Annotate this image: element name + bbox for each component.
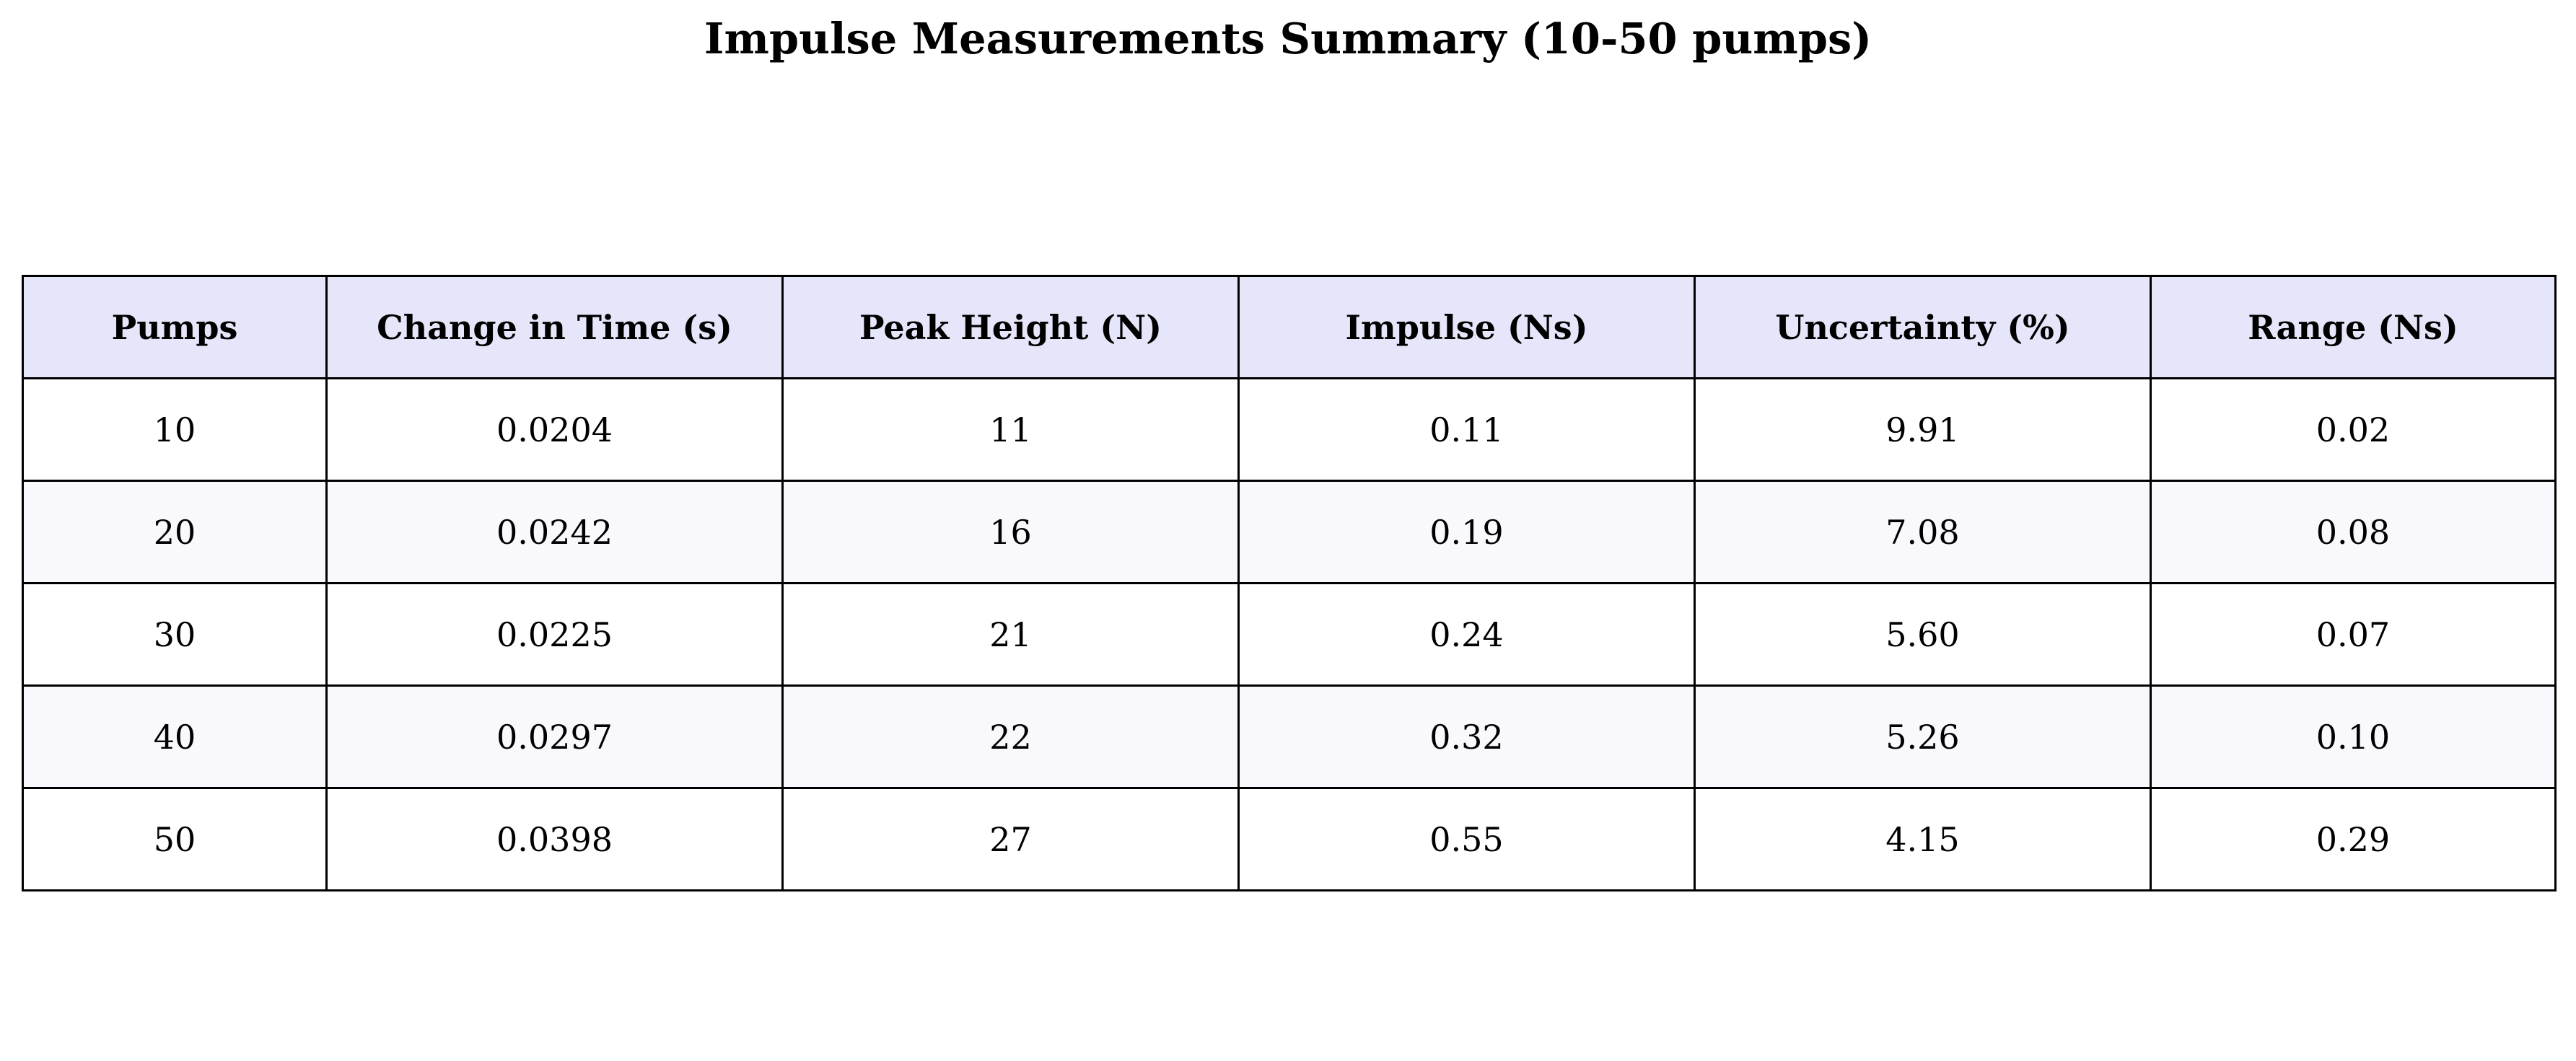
table-title: Impulse Measurements Summary (10-50 pump… (704, 14, 1872, 63)
cell-uncertainty: 5.26 (1694, 684, 2152, 789)
cell-pumps: 40 (22, 684, 328, 789)
cell-impulse: 0.19 (1237, 480, 1696, 584)
table-row: 40 0.0297 22 0.32 5.26 0.10 (22, 684, 2557, 789)
cell-impulse: 0.32 (1237, 684, 1696, 789)
header-row: Pumps Change in Time (s) Peak Height (N)… (22, 275, 2557, 379)
cell-pumps: 10 (22, 377, 328, 482)
column-header-peak-height: Peak Height (N) (781, 275, 1240, 379)
cell-uncertainty: 4.15 (1694, 787, 2152, 891)
cell-range: 0.02 (2150, 377, 2557, 482)
cell-range: 0.29 (2150, 787, 2557, 891)
cell-change-in-time: 0.0242 (325, 480, 784, 584)
cell-uncertainty: 5.60 (1694, 582, 2152, 687)
column-header-range: Range (Ns) (2150, 275, 2557, 379)
column-header-uncertainty: Uncertainty (%) (1694, 275, 2152, 379)
cell-peak-height: 11 (781, 377, 1240, 482)
column-header-change-in-time: Change in Time (s) (325, 275, 784, 379)
cell-pumps: 50 (22, 787, 328, 891)
table-row: 10 0.0204 11 0.11 9.91 0.02 (22, 377, 2557, 482)
cell-change-in-time: 0.0398 (325, 787, 784, 891)
cell-uncertainty: 7.08 (1694, 480, 2152, 584)
cell-impulse: 0.11 (1237, 377, 1696, 482)
impulse-summary-table: Pumps Change in Time (s) Peak Height (N)… (22, 275, 2557, 891)
cell-peak-height: 21 (781, 582, 1240, 687)
cell-change-in-time: 0.0225 (325, 582, 784, 687)
cell-change-in-time: 0.0204 (325, 377, 784, 482)
cell-impulse: 0.55 (1237, 787, 1696, 891)
cell-peak-height: 27 (781, 787, 1240, 891)
table-row: 20 0.0242 16 0.19 7.08 0.08 (22, 480, 2557, 584)
cell-range: 0.10 (2150, 684, 2557, 789)
cell-change-in-time: 0.0297 (325, 684, 784, 789)
cell-pumps: 30 (22, 582, 328, 687)
table-row: 30 0.0225 21 0.24 5.60 0.07 (22, 582, 2557, 687)
column-header-pumps: Pumps (22, 275, 328, 379)
table-row: 50 0.0398 27 0.55 4.15 0.29 (22, 787, 2557, 891)
cell-uncertainty: 9.91 (1694, 377, 2152, 482)
cell-range: 0.07 (2150, 582, 2557, 687)
cell-range: 0.08 (2150, 480, 2557, 584)
cell-peak-height: 16 (781, 480, 1240, 584)
cell-pumps: 20 (22, 480, 328, 584)
column-header-impulse: Impulse (Ns) (1237, 275, 1696, 379)
cell-impulse: 0.24 (1237, 582, 1696, 687)
cell-peak-height: 22 (781, 684, 1240, 789)
